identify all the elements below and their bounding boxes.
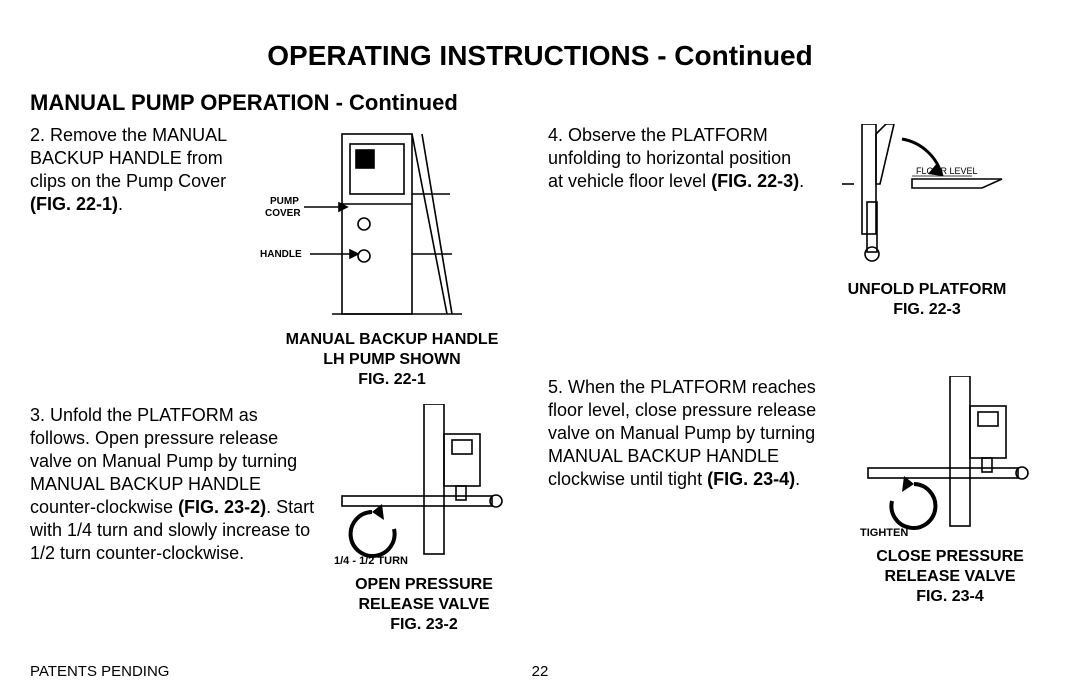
step5-text: 5. When the PLATFORM reaches floor level… (548, 376, 846, 491)
fig-22-3: FLOOR LEVEL (812, 124, 1022, 274)
fig-23-2: 1/4 - 1/2 TURN (324, 404, 524, 569)
fig23-4-caption: CLOSE PRESSURE RELEASE VALVE FIG. 23-4 (850, 547, 1050, 607)
label-tighten: TIGHTEN (860, 527, 908, 539)
step2-text: 2. Remove the MANUAL BACKUP HANDLE from … (30, 124, 248, 216)
label-pump: PUMP (270, 196, 299, 207)
patents-pending: PATENTS PENDING (30, 663, 169, 680)
page-number: 22 (532, 663, 549, 680)
label-floor-level: FLOOR LEVEL (916, 166, 978, 176)
fig23-2-caption: OPEN PRESSURE RELEASE VALVE FIG. 23-2 (324, 575, 524, 635)
fig-23-4: TIGHTEN (850, 376, 1050, 541)
label-cover: COVER (265, 208, 301, 219)
step4-text: 4. Observe the PLATFORM unfolding to hor… (548, 124, 808, 193)
fig22-1-caption: MANUAL BACKUP HANDLE LH PUMP SHOWN FIG. … (252, 330, 532, 390)
section-title: MANUAL PUMP OPERATION - Continued (30, 90, 1050, 116)
step3-text: 3. Unfold the PLATFORM as follows. Open … (30, 404, 320, 565)
label-quarter-turn: 1/4 - 1/2 TURN (334, 555, 408, 567)
page-main-title: OPERATING INSTRUCTIONS - Continued (30, 40, 1050, 72)
label-handle: HANDLE (260, 249, 302, 260)
fig-22-1: PUMP COVER HANDLE (252, 124, 532, 324)
fig22-3-caption: UNFOLD PLATFORM FIG. 22-3 (812, 280, 1042, 320)
